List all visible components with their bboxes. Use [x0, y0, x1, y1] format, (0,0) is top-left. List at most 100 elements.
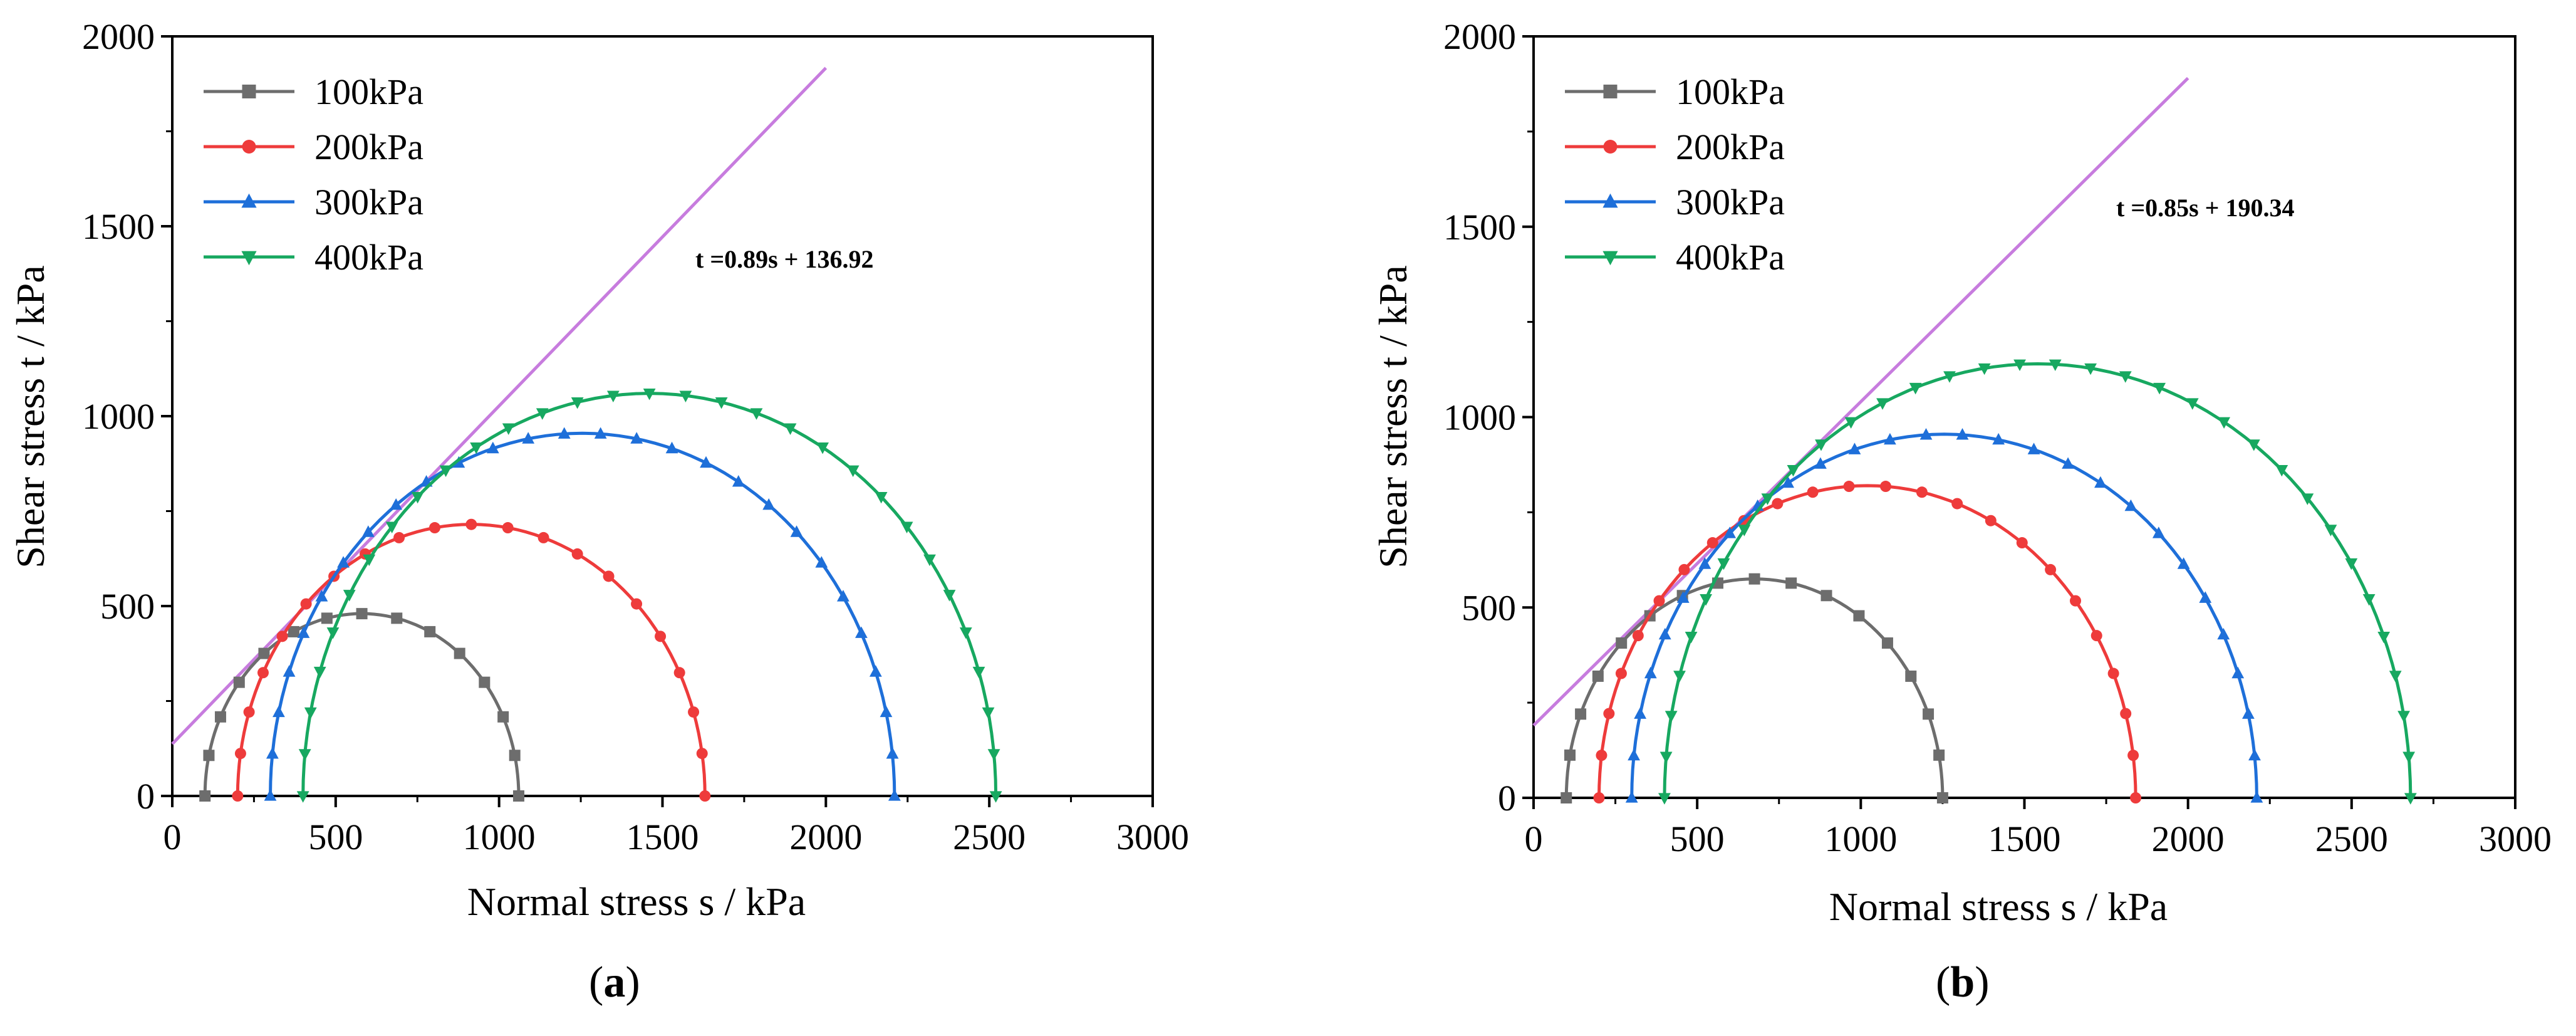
data-point-marker — [1615, 667, 1627, 679]
data-point-marker — [679, 390, 692, 402]
mohr-circle-400kPa — [296, 388, 1002, 803]
data-point-marker — [276, 630, 288, 642]
data-point-marker — [790, 525, 803, 537]
y-tick-label: 1000 — [82, 396, 155, 437]
mohr-circle-100kPa — [199, 608, 524, 802]
data-point-marker — [1700, 594, 1713, 606]
data-point-marker — [815, 556, 828, 568]
data-point-marker — [1985, 515, 1997, 526]
data-point-marker — [571, 397, 584, 409]
data-point-marker — [696, 748, 708, 760]
legend-marker — [241, 251, 257, 266]
data-point-marker — [1593, 792, 1605, 803]
legend-marker — [241, 193, 257, 208]
data-point-marker — [2247, 439, 2260, 451]
data-point-marker — [1603, 708, 1615, 719]
data-point-marker — [1738, 525, 1751, 536]
data-point-marker — [1853, 610, 1865, 622]
data-point-marker — [571, 548, 583, 560]
data-point-marker — [750, 408, 763, 420]
data-point-marker — [2013, 359, 2026, 372]
mohr-circle-100kPa — [1561, 573, 1948, 803]
data-point-marker — [673, 667, 685, 679]
data-point-marker — [2324, 525, 2337, 536]
data-point-marker — [2090, 630, 2102, 642]
data-point-marker — [1761, 493, 1774, 505]
strength-envelope-line — [1532, 76, 2189, 727]
panel-letter-a: a — [603, 958, 625, 1007]
data-point-marker — [512, 790, 524, 802]
legend-b: 100kPa 200kPa 300kPa 400kPa — [1565, 71, 1785, 278]
x-tick-label: 2000 — [2152, 819, 2225, 859]
data-point-marker — [2084, 363, 2097, 375]
panel-label-a: (a) — [589, 958, 640, 1007]
y-tick-label: 500 — [100, 586, 155, 627]
data-point-marker — [1658, 793, 1671, 805]
legend-label: 100kPa — [1676, 71, 1785, 112]
mohr-circle-300kPa — [264, 427, 901, 801]
data-point-marker — [630, 432, 643, 444]
data-point-marker — [631, 598, 643, 610]
legend-marker — [1602, 193, 1618, 208]
y-axis-title-b: Shear stress t / kPa — [1371, 265, 1415, 568]
data-point-marker — [1919, 428, 1933, 440]
data-point-marker — [315, 590, 328, 602]
data-point-marker — [1659, 751, 1673, 763]
data-point-marker — [2217, 627, 2230, 640]
data-point-marker — [390, 498, 403, 510]
data-point-marker — [1772, 498, 1784, 510]
data-point-marker — [1916, 486, 1928, 498]
data-point-marker — [297, 626, 310, 638]
data-point-marker — [2397, 711, 2410, 723]
legend-a: 100kPa 200kPa 300kPa 400kPa — [204, 71, 423, 278]
data-point-marker — [2250, 791, 2263, 803]
legend-item-300kPa: 300kPa — [204, 182, 423, 222]
legend-item-200kPa: 200kPa — [1565, 127, 1785, 167]
x-tick-label: 1000 — [463, 817, 536, 857]
data-point-marker — [313, 666, 326, 679]
x-tick-label: 0 — [164, 817, 182, 857]
data-point-marker — [900, 521, 913, 533]
data-point-marker — [356, 608, 368, 620]
data-point-marker — [1678, 563, 1690, 575]
data-point-marker — [2049, 359, 2062, 372]
legend-marker — [1603, 85, 1618, 98]
data-point-marker — [1564, 749, 1576, 761]
mohr-circle-arc — [1630, 432, 2258, 798]
data-point-marker — [2127, 750, 2139, 761]
legend-item-400kPa: 400kPa — [204, 237, 423, 278]
y-tick-label: 2000 — [1443, 16, 1516, 57]
x-tick-label: 2500 — [953, 817, 1026, 857]
data-point-marker — [2153, 382, 2166, 395]
data-point-marker — [2389, 671, 2402, 683]
data-point-marker — [273, 705, 285, 718]
legend-item-100kPa: 100kPa — [204, 71, 423, 112]
legend-marker — [242, 85, 256, 98]
data-point-marker — [886, 747, 899, 759]
data-point-marker — [288, 625, 299, 637]
data-point-marker — [2199, 591, 2212, 603]
circles-b — [1561, 359, 2417, 805]
data-point-marker — [502, 522, 514, 534]
data-point-marker — [854, 626, 868, 638]
data-point-marker — [1807, 486, 1819, 498]
data-point-marker — [1625, 791, 1638, 803]
mohr-circle-200kPa — [1593, 481, 2142, 803]
data-point-marker — [1848, 442, 1861, 454]
mohr-circle-arc — [1564, 577, 1945, 798]
data-point-marker — [762, 498, 776, 510]
data-point-marker — [2070, 595, 2082, 607]
envelope-a — [171, 66, 828, 745]
data-point-marker — [1592, 670, 1604, 682]
data-point-marker — [214, 711, 226, 723]
data-point-marker — [1653, 595, 1665, 607]
mohr-circle-arc — [301, 392, 998, 797]
data-point-marker — [1785, 577, 1797, 589]
x-tick-label: 1500 — [626, 817, 699, 857]
data-point-marker — [479, 676, 491, 688]
panel-label-b: (b) — [1936, 958, 1990, 1007]
data-point-marker — [199, 790, 211, 802]
data-point-marker — [1905, 670, 1917, 682]
data-point-marker — [732, 475, 745, 487]
data-point-marker — [1978, 363, 1991, 375]
